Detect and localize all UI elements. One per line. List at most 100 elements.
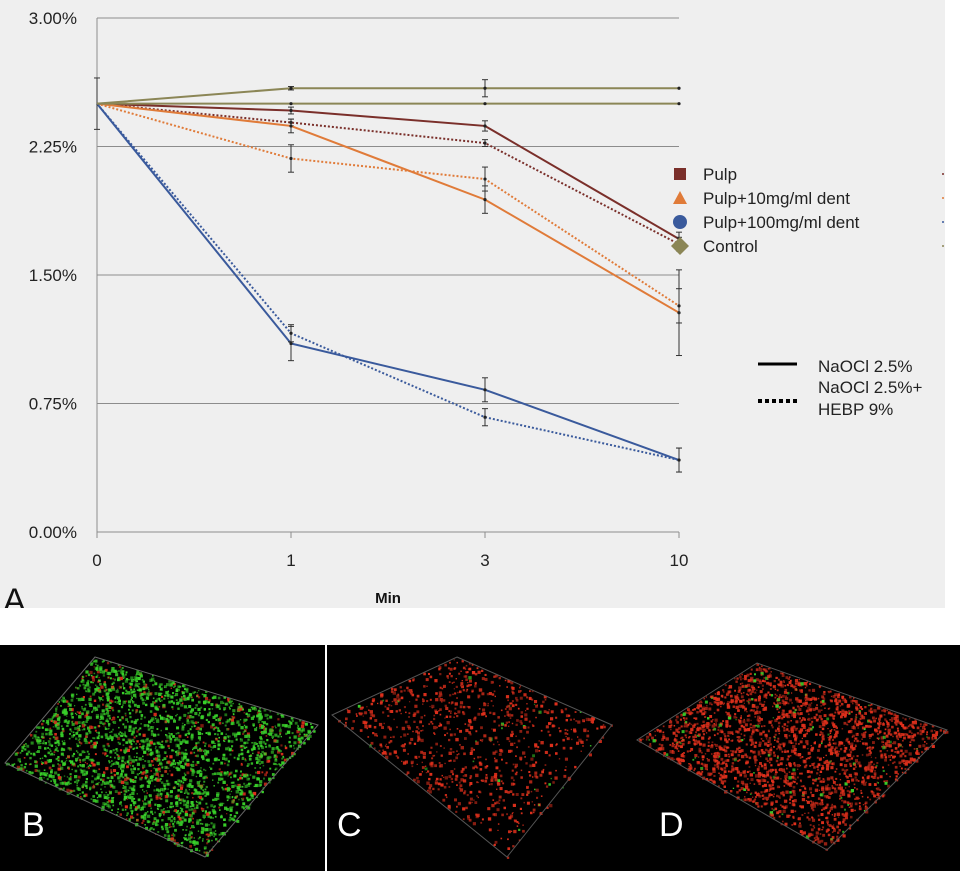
live-cell bbox=[235, 811, 239, 815]
live-cell bbox=[173, 750, 175, 752]
live-cell bbox=[121, 691, 125, 695]
live-cell bbox=[106, 781, 110, 785]
live-cell bbox=[121, 805, 123, 807]
live-cell bbox=[204, 745, 206, 747]
dead-cell bbox=[744, 753, 747, 757]
dead-cell bbox=[504, 708, 507, 710]
live-cell bbox=[197, 730, 200, 733]
dead-cell bbox=[447, 667, 450, 670]
live-cell bbox=[148, 753, 151, 756]
dead-cell bbox=[443, 785, 447, 789]
dead-cell bbox=[737, 736, 741, 739]
live-cell bbox=[80, 770, 84, 774]
dead-cell bbox=[464, 737, 467, 740]
dead-cell bbox=[821, 829, 823, 831]
live-cell bbox=[202, 750, 205, 752]
dead-cell bbox=[791, 775, 794, 779]
live-cell bbox=[97, 734, 101, 737]
live-cell bbox=[197, 707, 201, 712]
dead-cell bbox=[855, 732, 859, 736]
live-cell bbox=[191, 808, 194, 811]
dead-cell bbox=[111, 706, 114, 710]
live-cell bbox=[143, 716, 146, 719]
live-cell bbox=[154, 715, 157, 718]
live-cell bbox=[91, 661, 94, 665]
live-cell bbox=[211, 696, 215, 700]
dead-cell bbox=[822, 766, 825, 769]
live-cell bbox=[152, 828, 155, 831]
live-cell bbox=[131, 701, 135, 704]
dead-cell bbox=[487, 817, 492, 821]
dead-cell bbox=[772, 816, 776, 820]
dead-cell bbox=[190, 835, 193, 839]
dead-cell bbox=[825, 760, 829, 763]
live-cell bbox=[240, 789, 243, 792]
dead-cell bbox=[726, 712, 730, 716]
live-cell bbox=[44, 728, 48, 732]
dead-cell bbox=[774, 733, 777, 736]
live-cell bbox=[96, 761, 100, 766]
live-cell bbox=[218, 736, 220, 739]
live-cell bbox=[107, 744, 110, 748]
y-tick-label: 1.50% bbox=[29, 266, 77, 285]
live-cell bbox=[53, 753, 55, 756]
live-cell bbox=[67, 702, 70, 705]
live-cell bbox=[165, 799, 169, 803]
dead-cell bbox=[815, 733, 818, 736]
dead-cell bbox=[67, 705, 69, 707]
live-cell bbox=[754, 673, 756, 676]
dead-cell bbox=[372, 714, 376, 718]
live-cell bbox=[107, 688, 110, 691]
live-cell bbox=[130, 810, 132, 812]
dead-cell bbox=[815, 835, 818, 838]
dead-cell bbox=[656, 728, 659, 732]
dead-cell bbox=[769, 757, 773, 761]
dead-cell bbox=[830, 699, 833, 703]
dead-cell bbox=[122, 717, 124, 720]
dead-cell bbox=[466, 684, 469, 687]
dead-cell bbox=[120, 780, 125, 785]
live-cell bbox=[180, 820, 184, 824]
live-cell bbox=[117, 678, 120, 682]
dead-cell bbox=[787, 780, 789, 782]
dead-cell bbox=[763, 783, 767, 787]
live-cell bbox=[232, 818, 236, 822]
live-cell bbox=[154, 705, 158, 709]
dead-cell bbox=[693, 743, 697, 746]
live-cell bbox=[357, 704, 361, 708]
dead-cell bbox=[106, 661, 110, 665]
live-cell bbox=[93, 745, 97, 749]
dead-cell bbox=[416, 763, 418, 765]
dead-cell bbox=[178, 817, 182, 821]
live-cell bbox=[93, 706, 96, 710]
data-point bbox=[483, 415, 487, 419]
live-cell bbox=[174, 685, 176, 687]
dead-cell bbox=[859, 706, 863, 709]
dead-cell bbox=[145, 683, 148, 686]
dead-cell bbox=[862, 804, 865, 806]
live-cell bbox=[247, 738, 250, 741]
dead-cell bbox=[878, 730, 882, 733]
live-cell bbox=[113, 669, 117, 673]
live-cell bbox=[169, 715, 172, 718]
dead-cell bbox=[193, 809, 197, 813]
dead-cell bbox=[767, 750, 771, 754]
live-cell bbox=[287, 725, 291, 729]
live-cell bbox=[60, 731, 64, 734]
dead-cell bbox=[150, 770, 152, 772]
dead-cell bbox=[461, 660, 464, 663]
dead-cell bbox=[492, 681, 494, 683]
live-cell bbox=[135, 674, 137, 676]
dead-cell bbox=[846, 780, 849, 783]
dead-cell bbox=[565, 766, 567, 768]
live-cell bbox=[117, 808, 120, 810]
live-cell bbox=[77, 697, 82, 702]
live-cell bbox=[235, 769, 238, 773]
live-cell bbox=[792, 711, 796, 715]
dead-cell bbox=[721, 762, 725, 765]
dead-cell bbox=[790, 781, 793, 785]
dead-cell bbox=[560, 710, 564, 714]
live-cell bbox=[186, 719, 189, 722]
dead-cell bbox=[383, 722, 385, 725]
live-cell bbox=[147, 814, 151, 818]
